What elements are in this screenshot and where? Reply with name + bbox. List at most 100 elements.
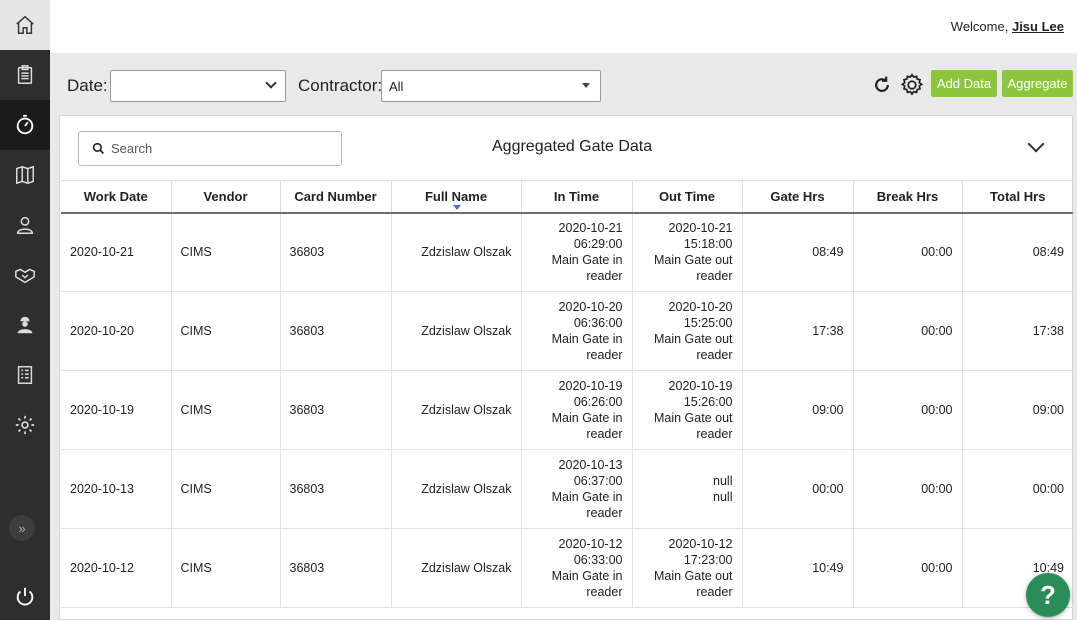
cell-vendor: CIMS [171,212,281,292]
gate-data-table: Work Date Vendor Card Number Full Name I… [61,180,1073,608]
in-gate: Main Gate in [551,332,623,346]
person-icon [16,216,34,234]
out-time: 15:26:00 [683,395,733,409]
cell-break-hrs: 00:00 [853,370,963,450]
out-date: 2020-10-19 [668,379,733,393]
cell-out-time: null null [632,449,743,529]
table-row[interactable]: 2020-10-21 CIMS 36803 Zdzislaw Olszak 20… [61,212,1073,292]
out-reader: reader [696,427,733,441]
in-gate: Main Gate in [551,569,623,583]
sidebar-expand-button[interactable]: » [9,515,35,541]
out-gate: Main Gate out [653,411,733,425]
in-gate: Main Gate in [551,490,623,504]
home-icon [16,15,34,34]
cell-card-number: 36803 [280,370,392,450]
refresh-icon [875,76,889,92]
sidebar-item-map[interactable] [0,150,50,200]
sidebar-item-home[interactable] [0,0,50,50]
column-header-gate-hrs[interactable]: Gate Hrs [742,180,854,214]
in-date: 2020-10-13 [558,458,623,472]
cell-work-date: 2020-10-13 [61,449,172,529]
cell-work-date: 2020-10-12 [61,528,172,608]
sort-descending-icon [453,204,461,210]
top-header: Welcome, Jisu Lee [50,0,1077,53]
column-header-full-name-label: Full Name [424,188,488,204]
user-link[interactable]: Jisu Lee [1011,19,1064,34]
cell-break-hrs: 00:00 [853,528,963,608]
cell-gate-hrs: 09:00 [742,370,854,450]
report-icon [17,366,33,384]
out-gate: Main Gate out [653,332,733,346]
aggregate-button[interactable]: Aggregate [1002,70,1073,97]
out-reader: reader [696,269,733,284]
map-icon [16,165,34,185]
column-header-total-hrs[interactable]: Total Hrs [962,180,1073,214]
refresh-button[interactable] [869,72,895,98]
cell-gate-hrs: 00:00 [742,449,854,529]
sidebar-item-report[interactable] [0,350,50,400]
sidebar-item-clipboard[interactable] [0,50,50,100]
cell-out-time: 2020-10-12 17:23:00 Main Gate out reader [632,528,743,608]
search-input[interactable]: Search [78,131,342,166]
in-reader: reader [586,506,623,520]
table-row[interactable]: 2020-10-12 CIMS 36803 Zdzislaw Olszak 20… [61,528,1073,608]
sidebar-item-person[interactable] [0,200,50,250]
cell-break-hrs: 00:00 [853,291,963,371]
cell-break-hrs: 00:00 [853,212,963,292]
add-data-button[interactable]: Add Data [931,70,997,97]
column-header-full-name[interactable]: Full Name [391,180,522,214]
chevron-down-icon [265,77,277,89]
table-row[interactable]: 2020-10-19 CIMS 36803 Zdzislaw Olszak 20… [61,370,1073,450]
search-placeholder: Search [111,141,153,156]
date-select[interactable] [110,70,286,102]
cell-in-time: 2020-10-12 06:33:00 Main Gate in reader [521,528,633,608]
clipboard-icon [17,65,33,84]
gear-icon [15,415,35,435]
cell-full-name: Zdzislaw Olszak [391,528,522,608]
cell-in-time: 2020-10-20 06:36:00 Main Gate in reader [521,291,633,371]
column-header-work-date[interactable]: Work Date [61,180,172,214]
cell-vendor: CIMS [171,528,281,608]
column-header-vendor[interactable]: Vendor [171,180,281,214]
cell-out-time: 2020-10-21 15:18:00 Main Gate out reader [632,212,743,292]
sidebar-item-settings[interactable] [0,400,50,450]
table-row[interactable]: 2020-10-20 CIMS 36803 Zdzislaw Olszak 20… [61,291,1073,371]
cell-full-name: Zdzislaw Olszak [391,212,522,292]
in-reader: reader [586,427,623,441]
welcome-message: Welcome, Jisu Lee [951,19,1064,34]
column-header-in-time[interactable]: In Time [521,180,633,214]
power-button[interactable] [0,572,50,620]
in-time: 06:26:00 [573,395,623,409]
out-date: null [713,474,733,488]
sidebar-item-handshake[interactable] [0,250,50,300]
out-date: 2020-10-21 [668,221,733,236]
column-header-out-time[interactable]: Out Time [632,180,743,214]
column-header-card-number[interactable]: Card Number [280,180,392,214]
cell-in-time: 2020-10-21 06:29:00 Main Gate in reader [521,212,633,292]
cell-work-date: 2020-10-20 [61,291,172,371]
sidebar-item-worker[interactable] [0,300,50,350]
collapse-chevron-icon[interactable] [1027,135,1045,153]
in-time: 06:29:00 [573,237,623,252]
in-time: 06:33:00 [573,553,623,567]
cell-full-name: Zdzislaw Olszak [391,291,522,371]
out-reader: reader [696,585,733,599]
date-label: Date: [67,76,108,95]
sidebar-item-stopwatch[interactable] [0,100,50,150]
gear-icon [900,73,924,96]
in-reader: reader [586,585,623,599]
cell-work-date: 2020-10-21 [61,212,172,292]
out-time: null [713,490,733,504]
contractor-select[interactable]: All [381,70,601,102]
in-date: 2020-10-21 [558,221,623,236]
welcome-prefix: Welcome, [950,19,1009,34]
cell-card-number: 36803 [280,449,392,529]
settings-button[interactable] [899,72,925,98]
column-header-break-hrs[interactable]: Break Hrs [853,180,963,214]
contractor-label: Contractor: [298,76,383,95]
aggregated-data-card: Search Aggregated Gate Data Work Date Ve… [59,115,1073,620]
cell-in-time: 2020-10-13 06:37:00 Main Gate in reader [521,449,633,529]
in-date: 2020-10-12 [558,537,623,551]
help-button[interactable]: ? [1026,573,1070,617]
table-row[interactable]: 2020-10-13 CIMS 36803 Zdzislaw Olszak 20… [61,449,1073,529]
